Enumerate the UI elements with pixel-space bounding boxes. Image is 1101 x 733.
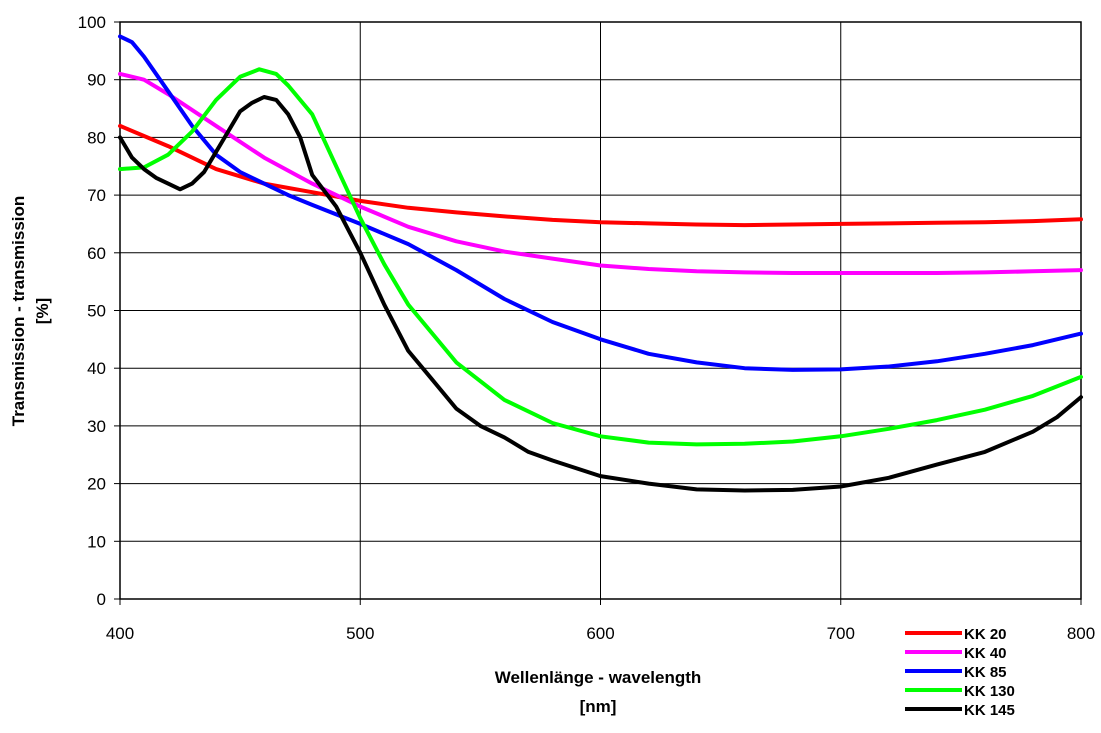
y-tick-label: 100 [78, 13, 106, 32]
y-tick-labels: 0 10 20 30 40 50 60 70 80 90 100 [78, 13, 120, 609]
legend-label: KK 40 [964, 645, 1007, 662]
x-axis-unit: [nm] [580, 697, 617, 716]
series-lines [118, 34, 1083, 493]
y-tick-label: 30 [87, 417, 106, 436]
x-tick-label: 500 [346, 624, 374, 643]
series-line-kk-130 [118, 67, 1083, 447]
y-tick-label: 80 [87, 128, 106, 147]
legend-label: KK 130 [964, 683, 1015, 700]
y-tick-label: 90 [87, 71, 106, 90]
y-tick-label: 70 [87, 186, 106, 205]
gridlines [119, 21, 1082, 600]
legend: KK 20 KK 40 KK 85 KK 130 KK 145 [905, 626, 1015, 719]
x-tick-label: 400 [106, 624, 134, 643]
x-tick-labels: 400 500 600 700 800 [106, 599, 1095, 643]
y-axis-title: Transmission - transmission [9, 196, 28, 427]
legend-label: KK 20 [964, 626, 1007, 643]
legend-label: KK 145 [964, 702, 1015, 719]
y-tick-label: 0 [97, 590, 106, 609]
y-tick-label: 20 [87, 475, 106, 494]
series-line-kk-20 [118, 123, 1083, 228]
series-line-kk-40 [118, 71, 1083, 275]
y-tick-label: 50 [87, 302, 106, 321]
y-tick-label: 40 [87, 359, 106, 378]
x-tick-label: 600 [586, 624, 614, 643]
y-tick-label: 60 [87, 244, 106, 263]
x-axis-title: Wellenlänge - wavelength [495, 668, 702, 687]
y-axis-unit: [%] [33, 298, 52, 324]
series-line-kk-145 [118, 95, 1083, 493]
x-tick-label: 700 [827, 624, 855, 643]
y-tick-label: 10 [87, 532, 106, 551]
legend-label: KK 85 [964, 664, 1007, 681]
series-line-kk-85 [118, 34, 1083, 372]
x-tick-label: 800 [1067, 624, 1095, 643]
